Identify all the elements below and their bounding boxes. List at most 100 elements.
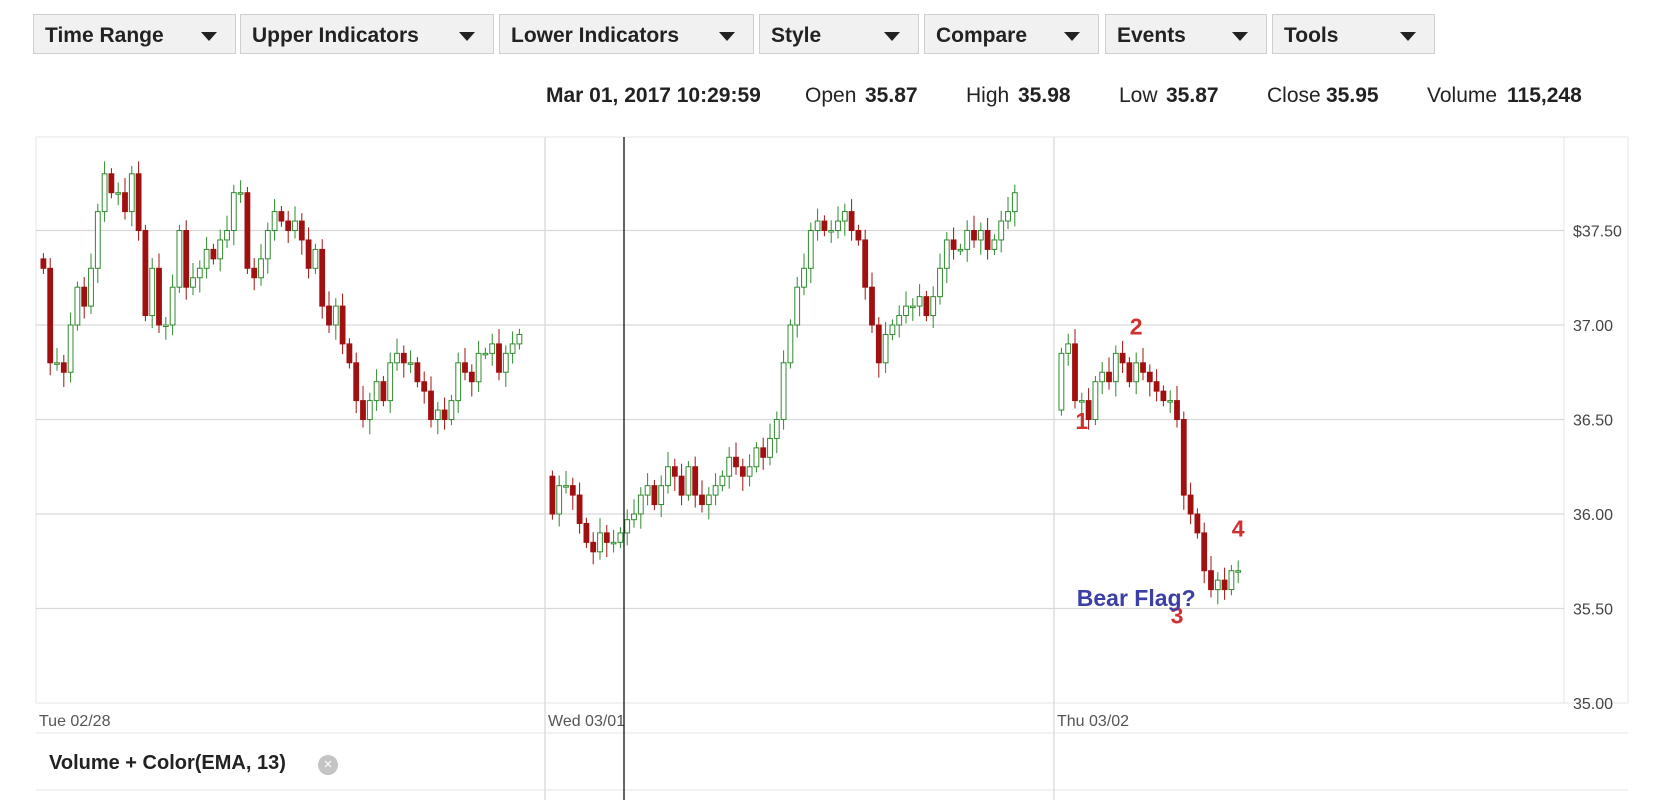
candle-body xyxy=(1065,343,1072,354)
candle-body xyxy=(1201,532,1208,572)
candle-body xyxy=(373,381,380,402)
candle-body xyxy=(807,230,814,269)
chevron-down-icon xyxy=(1400,32,1416,41)
chevron-down-icon xyxy=(1232,32,1248,41)
candle-body xyxy=(719,475,726,487)
candle-body xyxy=(583,522,590,543)
time-range-label: Time Range xyxy=(45,24,164,47)
candle-body xyxy=(767,437,773,458)
candle-body xyxy=(726,456,733,477)
candle-body xyxy=(855,230,862,241)
candle-body xyxy=(760,447,767,458)
y-tick-label: 37.00 xyxy=(1573,318,1613,335)
candle-body xyxy=(489,343,496,354)
candle-body xyxy=(462,362,468,373)
candle-body xyxy=(1058,352,1065,411)
candle-body xyxy=(1228,570,1235,591)
compare-label: Compare xyxy=(936,24,1028,47)
candle-body xyxy=(576,494,583,524)
candle-body xyxy=(1167,400,1174,403)
candle-body xyxy=(156,267,162,326)
candle-body xyxy=(617,532,624,543)
candle-body xyxy=(88,267,94,307)
candle-body xyxy=(502,352,509,373)
candle-body xyxy=(196,267,203,279)
candle-body xyxy=(475,352,482,383)
candle-body xyxy=(984,230,991,250)
candle-body xyxy=(122,192,128,213)
candle-body xyxy=(400,352,407,364)
upper-indicators-menu[interactable]: Upper Indicators xyxy=(240,14,494,54)
candle-body xyxy=(271,211,278,232)
lower-panel-label: Volume + Color(EMA, 13) xyxy=(49,752,286,774)
compare-menu[interactable]: Compare xyxy=(924,14,1099,54)
high-label: High xyxy=(966,84,1010,107)
close-circle-icon[interactable]: × xyxy=(318,755,338,775)
candle-body xyxy=(787,324,794,364)
lower-indicators-menu[interactable]: Lower Indicators xyxy=(499,14,754,54)
candle-body xyxy=(603,532,610,543)
candle-body xyxy=(563,485,569,488)
candle-body xyxy=(128,173,135,213)
candle-body xyxy=(183,230,190,288)
candle-body xyxy=(1133,362,1140,383)
candle-body xyxy=(848,211,855,232)
candle-body xyxy=(1140,362,1146,373)
upper-indicators-label: Upper Indicators xyxy=(252,24,419,47)
y-tick-label: 36.00 xyxy=(1573,507,1613,524)
candle-body xyxy=(569,485,576,496)
candle-body xyxy=(1119,352,1126,364)
candle-body xyxy=(67,324,74,373)
candle-body xyxy=(1146,371,1153,383)
annotations: 1 2 3 4 Bear Flag? xyxy=(1075,313,1244,628)
candle-body xyxy=(319,248,326,307)
candle-body xyxy=(1194,513,1201,534)
candle-body xyxy=(441,409,448,420)
candle-body xyxy=(176,230,183,288)
style-menu[interactable]: Style xyxy=(759,14,919,54)
candle-body xyxy=(1187,494,1194,515)
candle-body xyxy=(651,485,658,506)
events-menu[interactable]: Events xyxy=(1105,14,1267,54)
tools-menu[interactable]: Tools xyxy=(1272,14,1435,54)
candle-body xyxy=(135,173,142,232)
time-range-menu[interactable]: Time Range xyxy=(33,14,236,54)
high-value: 35.98 xyxy=(1018,84,1071,107)
candle-body xyxy=(590,541,597,553)
candle-body xyxy=(930,296,937,317)
style-label: Style xyxy=(771,24,822,47)
candle-body xyxy=(237,192,244,195)
y-tick-label: 35.00 xyxy=(1573,696,1613,713)
candle-body xyxy=(482,352,489,356)
candle-body xyxy=(414,362,421,383)
candle-body xyxy=(631,513,637,521)
candle-body xyxy=(950,239,957,250)
candle-body xyxy=(1092,381,1099,421)
candle-body xyxy=(285,220,292,232)
annotation-label: 4 xyxy=(1232,516,1245,542)
candle-body xyxy=(509,343,516,354)
candle-body xyxy=(366,400,373,421)
candle-body xyxy=(712,485,719,496)
candle-body xyxy=(244,192,251,269)
candle-body xyxy=(828,230,835,233)
candle-body xyxy=(1174,400,1180,421)
candle-body xyxy=(678,475,685,496)
candle-body xyxy=(1099,371,1106,383)
candle-body xyxy=(943,239,950,269)
candle-body xyxy=(230,192,237,231)
candle-body xyxy=(455,362,462,402)
candle-body xyxy=(671,466,678,477)
candle-body xyxy=(869,286,875,326)
candle-body xyxy=(1078,400,1085,403)
candles xyxy=(40,161,1242,605)
candle-body xyxy=(624,519,631,534)
candle-body xyxy=(224,230,230,241)
candle-body xyxy=(685,466,692,496)
candle-body xyxy=(637,494,644,515)
candle-body xyxy=(496,343,502,373)
candle-body xyxy=(862,239,869,288)
volume-label: Volume xyxy=(1427,84,1498,107)
candle-body xyxy=(353,362,360,402)
